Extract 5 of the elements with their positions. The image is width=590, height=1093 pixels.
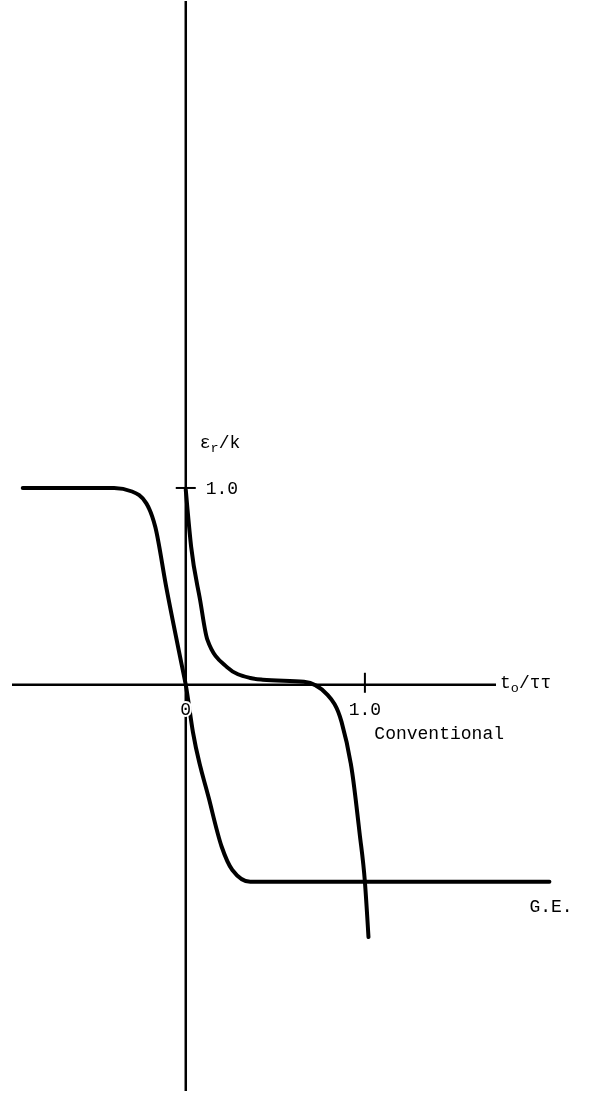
series-label: G.E.: [529, 896, 573, 917]
y-axis-title: ε$_{r}$/k: [199, 432, 241, 457]
series-label: Conventional: [374, 723, 504, 744]
x-axis-title: t$_{o}$/ττ: [500, 672, 552, 696]
annotation: 1.0: [205, 478, 239, 499]
